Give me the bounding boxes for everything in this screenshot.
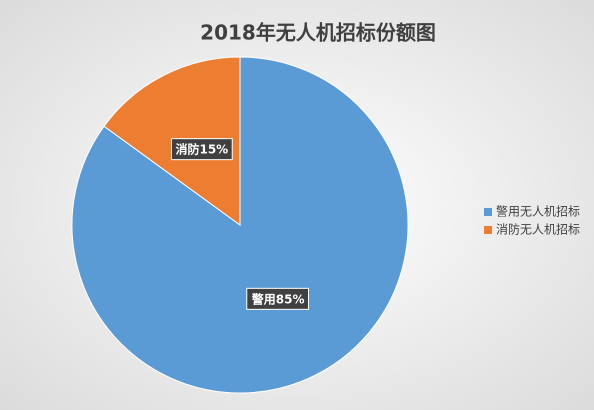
data-label-box (170, 138, 233, 161)
data-label-box (246, 287, 310, 310)
pie-slice (71, 56, 409, 394)
legend-swatch (484, 226, 492, 234)
data-label: 消防15% (175, 142, 228, 157)
legend-label: 消防无人机招标 (496, 222, 580, 237)
chart-title: 2018年无人机招标份额图 (200, 21, 436, 45)
legend-swatch (484, 208, 492, 216)
data-label: 警用85% (251, 291, 305, 306)
legend-label: 警用无人机招标 (496, 204, 580, 219)
